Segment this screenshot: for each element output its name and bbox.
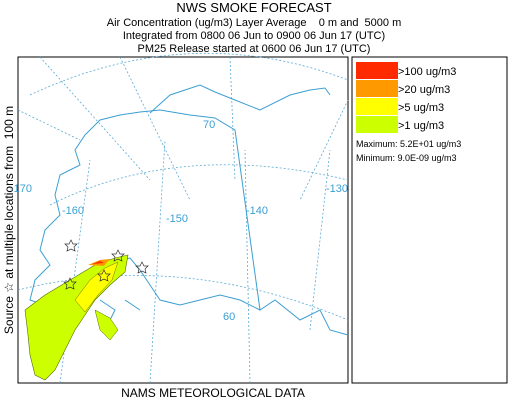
footer: NAMS METEOROLOGICAL DATA [121,386,305,400]
legend-label: >100 ug/m3 [398,66,456,78]
graticule [17,53,349,384]
coastline [29,109,349,336]
map: -170 -160 -150 -140 -130 70 60 [10,53,349,384]
legend-swatch [356,62,398,79]
legend-swatch [356,98,398,115]
graticule-label: 60 [223,311,235,323]
title: NWS SMOKE FORECAST [176,0,331,15]
graticule-label: -140 [246,205,268,217]
source-stars [63,239,149,290]
legend-swatch [356,116,398,133]
legend-label: >5 ug/m3 [398,102,444,114]
legend-minimum: Minimum: 9.0E-09 ug/m3 [356,153,457,163]
graticule-label: -150 [166,213,188,225]
graticule-label: -160 [62,205,84,217]
subtitle: PM25 Release started at 0600 06 Jun 17 (… [138,43,371,55]
smoke-plume [74,261,119,313]
subtitle: Integrated from 0800 06 Jun to 0900 06 J… [123,30,385,42]
smoke-plume [92,261,104,264]
smoke-plume [94,309,119,341]
legend: Maximum: 5.2E+01 ug/m3 Minimum: 9.0E-09 … [351,56,508,384]
legend-swatch [356,80,398,97]
legend-maximum: Maximum: 5.2E+01 ug/m3 [356,139,461,149]
source-label: Source ☆ at multiple locations from 100 … [2,106,16,334]
graticule-label: -170 [10,183,32,195]
legend-label: >1 ug/m3 [398,120,444,132]
legend-label: >20 ug/m3 [398,84,450,96]
subtitle: Air Concentration (ug/m3) Layer Average … [107,17,402,29]
graticule-label: 70 [203,119,215,131]
graticule-label: -130 [326,183,348,195]
